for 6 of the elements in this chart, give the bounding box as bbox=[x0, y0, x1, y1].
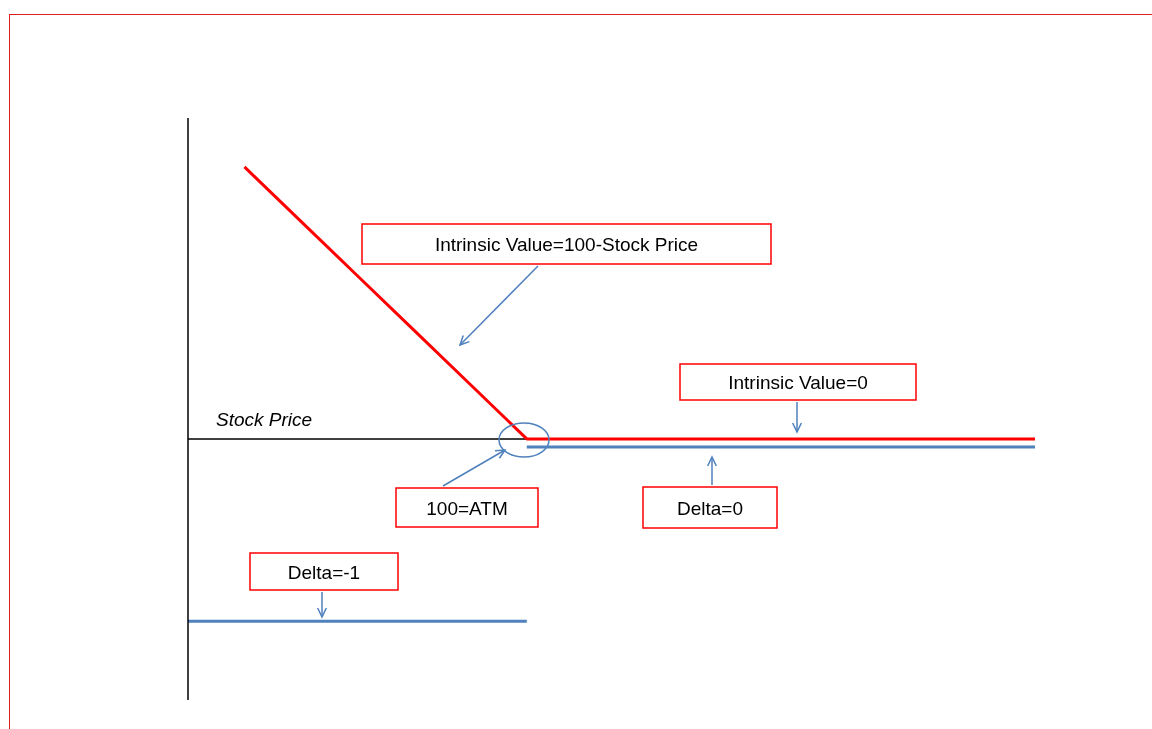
x-axis-title: Stock Price bbox=[216, 409, 313, 430]
annotation: Delta=0 bbox=[676, 497, 744, 519]
annotation: 100=ATM bbox=[426, 497, 508, 519]
annotation: Intrinsic Value=100-Stock Price bbox=[434, 234, 699, 255]
annotation: Intrinsic Value=0 bbox=[728, 372, 868, 393]
annotation: Delta=-1 bbox=[287, 561, 361, 583]
